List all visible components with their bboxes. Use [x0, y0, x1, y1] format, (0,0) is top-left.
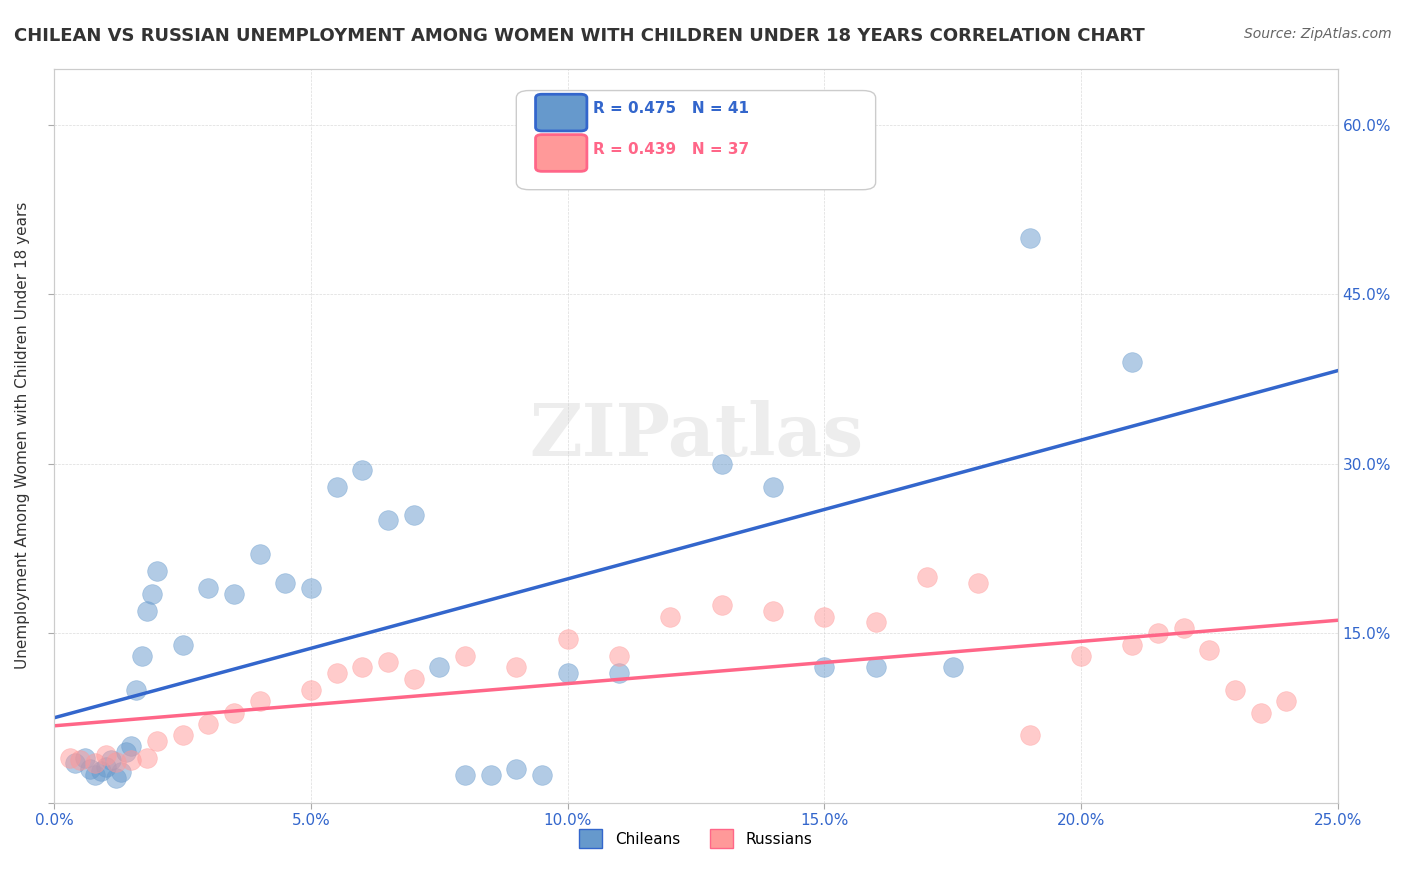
- Point: [427, 660, 450, 674]
- Point: [249, 694, 271, 708]
- Point: [454, 767, 477, 781]
- Point: [89, 764, 111, 779]
- Point: [146, 564, 169, 578]
- Point: [274, 575, 297, 590]
- Point: [146, 733, 169, 747]
- Point: [141, 587, 163, 601]
- Point: [557, 665, 579, 680]
- Point: [249, 547, 271, 561]
- Point: [942, 660, 965, 674]
- Point: [505, 660, 527, 674]
- Point: [1018, 231, 1040, 245]
- Point: [104, 756, 127, 770]
- Point: [762, 604, 785, 618]
- Point: [557, 632, 579, 646]
- Point: [120, 753, 142, 767]
- Point: [865, 615, 887, 629]
- Point: [79, 762, 101, 776]
- Point: [84, 756, 107, 771]
- Text: Source: ZipAtlas.com: Source: ZipAtlas.com: [1244, 27, 1392, 41]
- Point: [1173, 621, 1195, 635]
- Point: [325, 479, 347, 493]
- Point: [659, 95, 682, 110]
- Point: [135, 750, 157, 764]
- Point: [607, 648, 630, 663]
- Point: [94, 760, 117, 774]
- Point: [172, 728, 194, 742]
- Point: [94, 748, 117, 763]
- Point: [352, 660, 374, 674]
- Point: [135, 604, 157, 618]
- Y-axis label: Unemployment Among Women with Children Under 18 years: Unemployment Among Women with Children U…: [15, 202, 30, 669]
- Text: CHILEAN VS RUSSIAN UNEMPLOYMENT AMONG WOMEN WITH CHILDREN UNDER 18 YEARS CORRELA: CHILEAN VS RUSSIAN UNEMPLOYMENT AMONG WO…: [14, 27, 1144, 45]
- Point: [299, 682, 322, 697]
- Point: [104, 771, 127, 785]
- Point: [402, 508, 425, 522]
- Point: [377, 513, 399, 527]
- FancyBboxPatch shape: [536, 135, 586, 171]
- Text: R = 0.475   N = 41: R = 0.475 N = 41: [593, 102, 749, 117]
- Legend: Chileans, Russians: Chileans, Russians: [574, 823, 818, 854]
- Point: [222, 706, 245, 720]
- Point: [115, 745, 138, 759]
- Point: [63, 756, 86, 771]
- Point: [75, 750, 97, 764]
- Point: [659, 609, 682, 624]
- Point: [865, 660, 887, 674]
- Point: [505, 762, 527, 776]
- Point: [84, 767, 107, 781]
- Point: [454, 648, 477, 663]
- Point: [59, 750, 82, 764]
- Point: [607, 665, 630, 680]
- Point: [530, 767, 553, 781]
- Point: [1018, 728, 1040, 742]
- Text: R = 0.439   N = 37: R = 0.439 N = 37: [593, 142, 749, 157]
- Point: [110, 765, 132, 780]
- FancyBboxPatch shape: [516, 91, 876, 190]
- Point: [1223, 682, 1246, 697]
- Point: [222, 587, 245, 601]
- Point: [762, 479, 785, 493]
- Point: [1070, 648, 1092, 663]
- Point: [172, 638, 194, 652]
- Point: [125, 682, 148, 697]
- Point: [100, 753, 122, 767]
- Text: ZIPatlas: ZIPatlas: [529, 401, 863, 471]
- Point: [710, 457, 733, 471]
- Point: [402, 672, 425, 686]
- Point: [325, 665, 347, 680]
- Point: [710, 598, 733, 612]
- Point: [1275, 694, 1298, 708]
- FancyBboxPatch shape: [536, 95, 586, 131]
- Point: [120, 739, 142, 754]
- Point: [299, 581, 322, 595]
- Point: [1121, 355, 1143, 369]
- Point: [197, 716, 219, 731]
- Point: [377, 655, 399, 669]
- Point: [352, 462, 374, 476]
- Point: [1198, 643, 1220, 657]
- Point: [1121, 638, 1143, 652]
- Point: [915, 570, 938, 584]
- Point: [131, 648, 153, 663]
- Point: [1147, 626, 1170, 640]
- Point: [479, 767, 502, 781]
- Point: [69, 753, 91, 767]
- Point: [967, 575, 990, 590]
- Point: [1250, 706, 1272, 720]
- Point: [813, 609, 835, 624]
- Point: [197, 581, 219, 595]
- Point: [813, 660, 835, 674]
